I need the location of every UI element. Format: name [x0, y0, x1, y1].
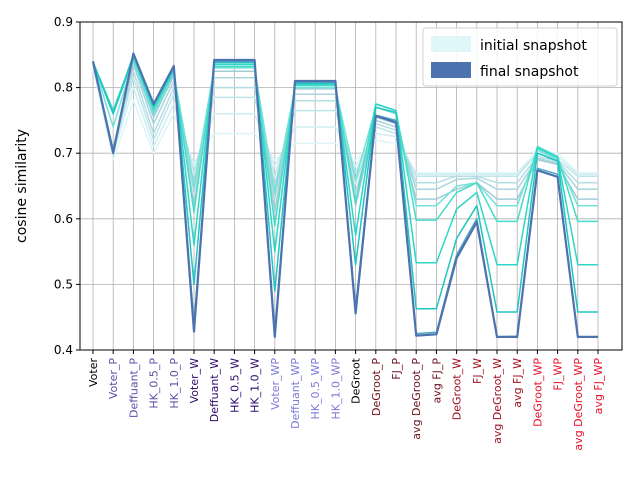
- plot-frame: [79, 21, 623, 351]
- series-lines: [91, 52, 598, 338]
- y-tick-label: 0.5: [54, 277, 73, 291]
- x-tick-label: avg FJ_P: [430, 358, 443, 404]
- x-tick-label: avg FJ_W: [511, 358, 524, 408]
- x-tick-label: HK_0.5_P: [148, 358, 161, 409]
- x-tick-label: FJ_P: [390, 358, 403, 380]
- x-tick-label: HK_1.0_W: [249, 358, 262, 413]
- x-tick-label: HK_0.5_W: [228, 358, 241, 413]
- legend-label-final: final snapshot: [480, 64, 579, 80]
- legend: initial snapshot final snapshot: [422, 27, 618, 87]
- series-line: [91, 52, 598, 338]
- y-tick-label: 0.7: [54, 146, 73, 160]
- x-tick-label: Voter_W: [188, 358, 201, 404]
- x-tick-label: Deffuant_WP: [289, 358, 302, 429]
- x-tick-label: Deffuant_P: [127, 358, 140, 418]
- x-tick-label: HK_1.0_P: [168, 358, 181, 409]
- x-tick-label: HK_0.5_WP: [309, 358, 322, 420]
- x-tick-label: FJ_W: [471, 358, 484, 384]
- legend-label-initial: initial snapshot: [480, 38, 587, 54]
- legend-box: [422, 27, 618, 87]
- x-tick-label: Voter_P: [107, 358, 120, 400]
- y-axis-label: cosine similarity: [14, 129, 30, 243]
- y-axis: 0.4 0.5 0.6 0.7 0.8 0.9: [54, 15, 80, 357]
- x-tick-label: avg FJ_WP: [592, 358, 605, 415]
- x-tick-label: HK_1.0_WP: [329, 358, 342, 420]
- x-tick-label: DeGroot: [350, 357, 363, 404]
- x-axis: Voter Voter_P Deffuant_P HK_0.5_P HK_1.0_P Vo…: [87, 350, 605, 451]
- x-tick-label: Voter: [87, 358, 100, 387]
- x-tick-label: DeGroot_WP: [531, 358, 544, 427]
- x-tick-label: avg DeGroot_P: [410, 358, 423, 440]
- legend-swatch-final: [431, 62, 471, 78]
- x-tick-label: Voter_WP: [269, 358, 282, 410]
- y-tick-label: 0.6: [54, 212, 73, 226]
- x-tick-label: DeGroot_W: [451, 358, 464, 420]
- x-tick-label: avg DeGroot_WP: [572, 358, 585, 451]
- legend-swatch-initial: [431, 36, 471, 52]
- x-tick-label: avg DeGroot_W: [491, 358, 504, 444]
- x-tick-label: Deffuant_W: [208, 358, 221, 422]
- x-tick-label: FJ_WP: [552, 358, 565, 391]
- y-tick-label: 0.9: [54, 15, 73, 29]
- y-tick-label: 0.8: [54, 81, 73, 95]
- y-tick-label: 0.4: [54, 343, 73, 357]
- x-tick-label: DeGroot_P: [370, 358, 383, 416]
